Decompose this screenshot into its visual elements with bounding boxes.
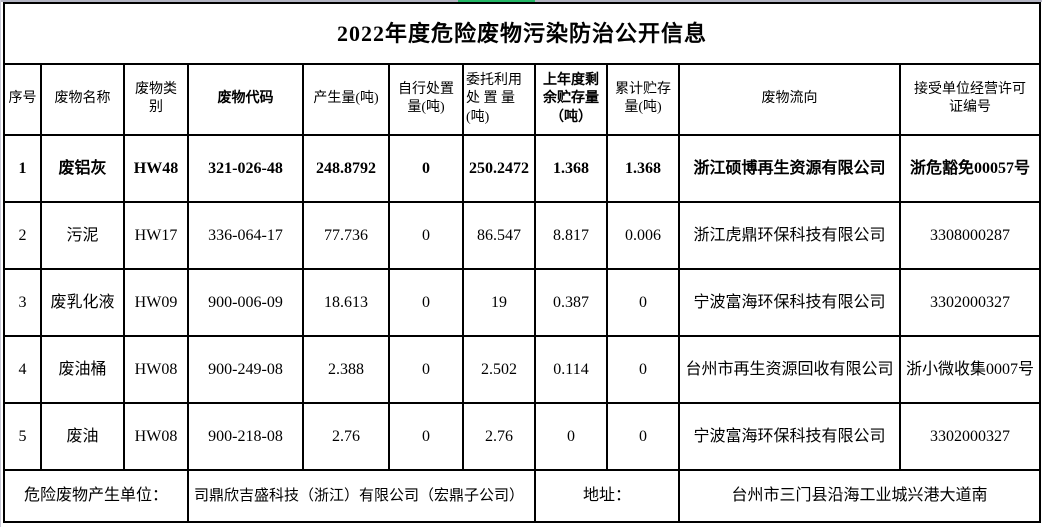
cell-cumulative: 0: [606, 402, 680, 472]
cell-serial: 4: [3, 335, 42, 405]
left-edge-line: [0, 0, 1, 527]
cell-cumulative: 1.368: [606, 134, 680, 204]
cell-entrusted: 2.502: [462, 335, 536, 405]
col-header-waste-name: 废物名称: [40, 62, 125, 137]
cell-serial: 3: [3, 268, 42, 338]
cell-generated: 2.388: [302, 335, 390, 405]
cell-license: 3308000287: [898, 201, 1042, 271]
cell-cumulative: 0: [606, 268, 680, 338]
cell-flow: 台州市再生资源回收有限公司: [678, 335, 901, 405]
cell-code: 900-218-08: [187, 402, 304, 472]
cell-generated: 248.8792: [302, 134, 390, 204]
cell-self-disposed: 0: [388, 134, 464, 204]
cell-entrusted: 2.76: [462, 402, 536, 472]
header-row: 序号 废物名称 废物类 别 废物代码 产生量(吨) 自行处置 量(吨) 委托利用…: [3, 62, 1042, 137]
cell-waste-name: 污泥: [40, 201, 125, 271]
producer-value: 司鼎欣吉盛科技（浙江）有限公司（宏鼎子公司）: [187, 469, 536, 523]
col-header-prev-year-storage: 上年度剩 余贮存量 （吨）: [534, 62, 608, 137]
cell-self-disposed: 0: [388, 268, 464, 338]
cell-flow: 浙江虎鼎环保科技有限公司: [678, 201, 901, 271]
address-label: 地址：: [534, 469, 680, 523]
page-title: 2022年度危险废物污染防治公开信息: [2, 2, 1042, 65]
table-row: 3 废乳化液 HW09 900-006-09 18.613 0 19 0.387…: [3, 268, 1042, 338]
cell-prev-storage: 1.368: [534, 134, 608, 204]
cell-category: HW48: [123, 134, 189, 204]
cell-code: 321-026-48: [187, 134, 304, 204]
cell-category: HW17: [123, 201, 189, 271]
cell-waste-name: 废油桶: [40, 335, 125, 405]
cell-prev-storage: 8.817: [534, 201, 608, 271]
cell-serial: 1: [3, 134, 42, 204]
col-header-self-disposed: 自行处置 量(吨): [388, 62, 464, 137]
cell-generated: 77.736: [302, 201, 390, 271]
cell-flow: 宁波富海环保科技有限公司: [678, 268, 901, 338]
cell-category: HW08: [123, 402, 189, 472]
producer-label: 危险废物产生单位：: [3, 469, 189, 523]
cell-code: 900-006-09: [187, 268, 304, 338]
cell-generated: 2.76: [302, 402, 390, 472]
table-row: 1 废铝灰 HW48 321-026-48 248.8792 0 250.247…: [3, 134, 1042, 204]
table-row: 2 污泥 HW17 336-064-17 77.736 0 86.547 8.8…: [3, 201, 1042, 271]
table-row: 5 废油 HW08 900-218-08 2.76 0 2.76 0 0 宁波富…: [3, 402, 1042, 472]
cell-prev-storage: 0.387: [534, 268, 608, 338]
cell-code: 336-064-17: [187, 201, 304, 271]
title-row: 2022年度危险废物污染防治公开信息: [2, 2, 1042, 65]
cell-waste-name: 废铝灰: [40, 134, 125, 204]
cell-serial: 2: [3, 201, 42, 271]
cell-flow: 浙江硕博再生资源有限公司: [678, 134, 901, 204]
address-value: 台州市三门县沿海工业城兴港大道南: [677, 469, 1042, 523]
cell-waste-name: 废油: [40, 402, 125, 472]
cell-license: 3302000327: [898, 402, 1042, 472]
cell-cumulative: 0: [606, 335, 680, 405]
cell-self-disposed: 0: [388, 335, 464, 405]
cell-code: 900-249-08: [187, 335, 304, 405]
cell-license: 3302000327: [898, 268, 1042, 338]
col-header-waste-code: 废物代码: [187, 62, 304, 137]
col-header-license-number: 接受单位经营许可 证编号: [898, 62, 1042, 137]
cell-flow: 宁波富海环保科技有限公司: [678, 402, 901, 472]
cell-prev-storage: 0.114: [534, 335, 608, 405]
cell-license: 浙小微收集0007号: [898, 335, 1042, 405]
cell-entrusted: 19: [462, 268, 536, 338]
cell-entrusted: 250.2472: [462, 134, 536, 204]
top-accent-bar: [458, 0, 535, 3]
cell-self-disposed: 0: [388, 402, 464, 472]
cell-waste-name: 废乳化液: [40, 268, 125, 338]
cell-self-disposed: 0: [388, 201, 464, 271]
col-header-waste-category: 废物类 别: [123, 62, 189, 137]
cell-cumulative: 0.006: [606, 201, 680, 271]
col-header-entrusted-disposed: 委托利用 处 置 量 (吨): [462, 62, 536, 137]
cell-category: HW08: [123, 335, 189, 405]
cell-entrusted: 86.547: [462, 201, 536, 271]
cell-prev-storage: 0: [534, 402, 608, 472]
footer-row: 危险废物产生单位： 司鼎欣吉盛科技（浙江）有限公司（宏鼎子公司） 地址： 台州市…: [3, 469, 1042, 523]
col-header-generated-amount: 产生量(吨): [302, 62, 390, 137]
col-header-cumulative-storage: 累计贮存 量(吨): [606, 62, 680, 137]
cell-category: HW09: [123, 268, 189, 338]
col-header-waste-flow: 废物流向: [678, 62, 901, 137]
cell-generated: 18.613: [302, 268, 390, 338]
cell-license: 浙危豁免00057号: [898, 134, 1042, 204]
cell-serial: 5: [3, 402, 42, 472]
col-header-serial: 序号: [3, 62, 42, 137]
table-row: 4 废油桶 HW08 900-249-08 2.388 0 2.502 0.11…: [3, 335, 1042, 405]
